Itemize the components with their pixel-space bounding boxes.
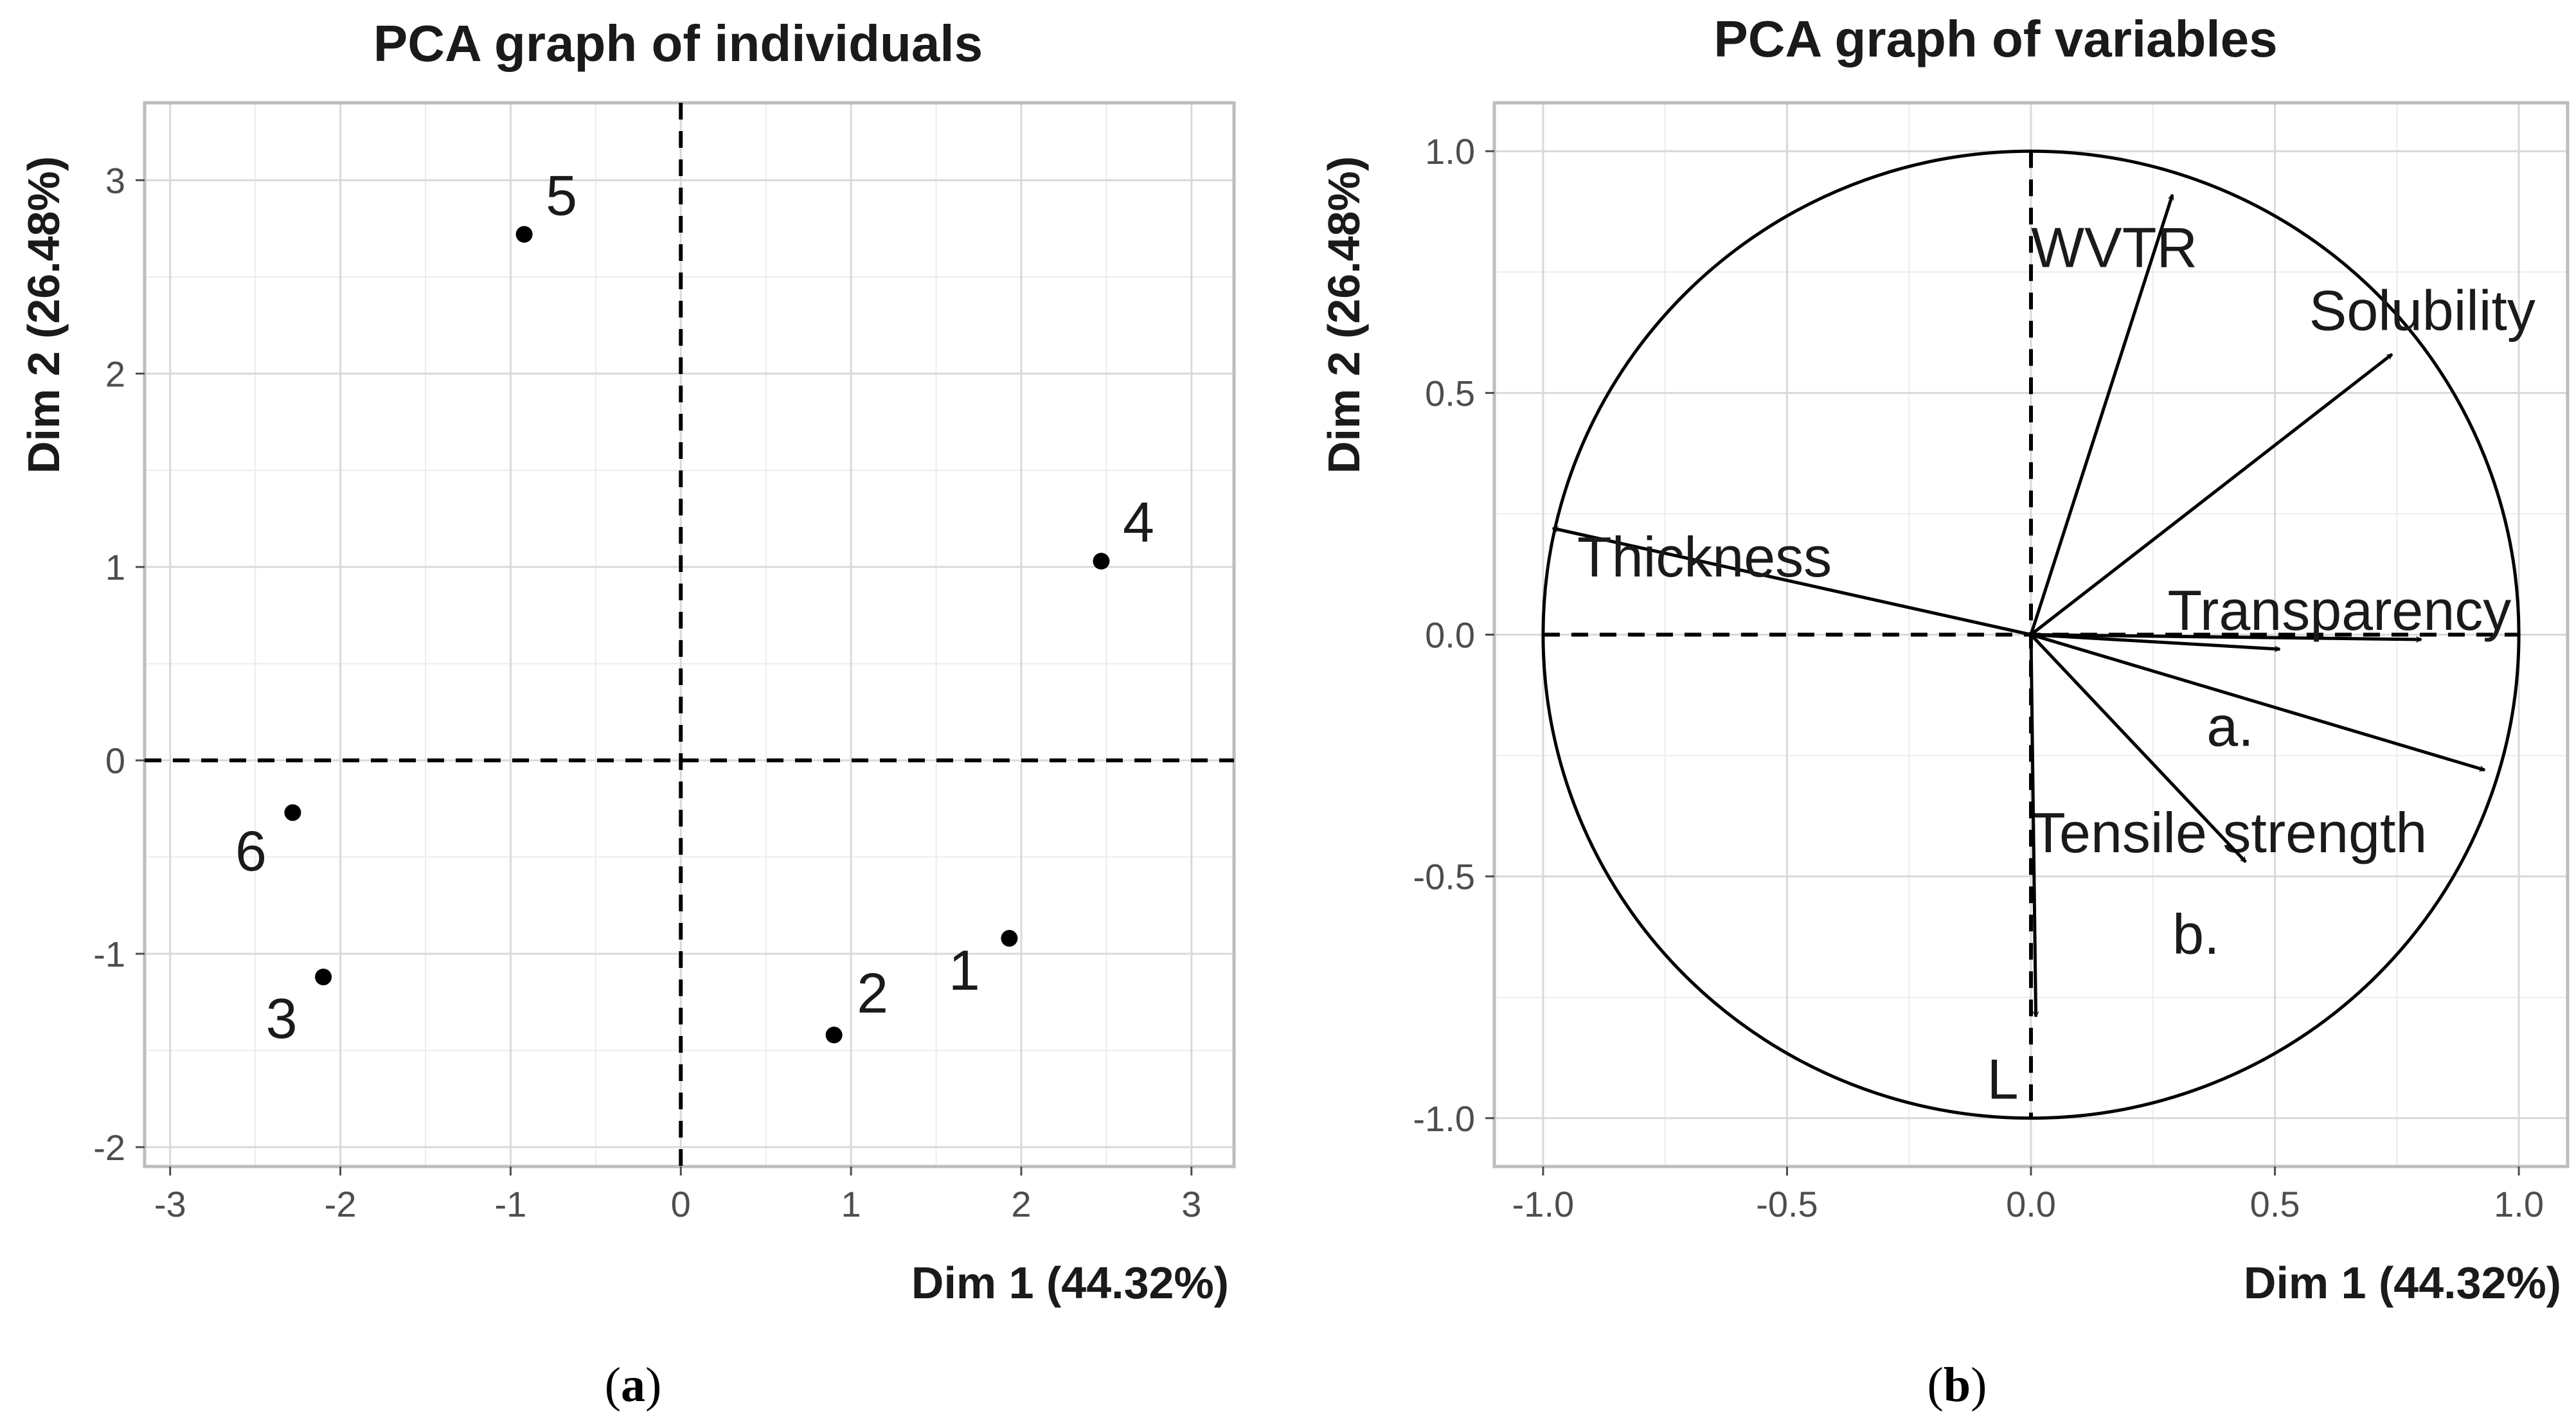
individual-label-4: 4 (1123, 490, 1154, 554)
individual-point-4 (1093, 553, 1110, 570)
variable-label-thickness: Thickness (1577, 525, 1832, 589)
individuals-points: 12 3 4 5 6 (235, 164, 1154, 1050)
variables-x-tick-label: -0.5 (1756, 1184, 1818, 1224)
individual-point-2 (825, 1026, 843, 1044)
variable-vector-l (2029, 634, 2036, 1017)
variable-label-a: a. (2206, 694, 2253, 758)
variable-label-b: b. (2172, 902, 2219, 966)
variables-y-axis-title: Dim 2 (26.48%) (1319, 156, 1369, 474)
variables-x-tick-label: 1.0 (2494, 1184, 2544, 1224)
panel-label-a: (a) (605, 1358, 662, 1412)
individual-label-1: 1 (949, 938, 980, 1002)
variables-y-tick-label: 0.5 (1425, 373, 1475, 413)
individuals-y-tick-label: -1 (93, 934, 125, 974)
variables-title: PCA graph of variables (1713, 10, 2277, 67)
individuals-y-tick-label: 2 (105, 353, 125, 394)
individuals-title: PCA graph of individuals (373, 15, 983, 72)
individual-point-6 (284, 804, 301, 821)
individual-point-3 (315, 969, 332, 986)
individuals-x-tick-label: -1 (495, 1184, 527, 1224)
variables-y-tick-label: 0.0 (1425, 615, 1475, 656)
individuals-y-tick-label: 3 (105, 160, 125, 201)
variable-label-solubility: Solubility (2309, 278, 2536, 342)
variable-label-wvtr: WVTR (2031, 216, 2197, 280)
panel-label-b: (b) (1928, 1358, 1987, 1412)
individuals-x-tick-label: 2 (1011, 1184, 1031, 1224)
individuals-y-axis-title: Dim 2 (26.48%) (19, 156, 69, 474)
individuals-panel: PCA graph of individuals -3 -2 -1 0 1 2 3-2-10… (19, 15, 1236, 1412)
individuals-y-tick-label: -2 (93, 1127, 125, 1168)
variable-label-l: L (1987, 1048, 2019, 1111)
individual-point-1 (1001, 929, 1018, 947)
individuals-x-tick-label: 0 (671, 1184, 691, 1224)
variables-x-tick-label: 0.5 (2250, 1184, 2300, 1224)
variable-vector-b (2030, 633, 2247, 863)
individuals-x-axis-title: Dim 1 (44.32%) (911, 1258, 1229, 1308)
individual-label-3: 3 (266, 987, 298, 1050)
variables-y-tick-label: -1.0 (1413, 1098, 1476, 1139)
variable-label-transparency: Transparency (2168, 578, 2512, 642)
individuals-plot-frame (143, 101, 1236, 1168)
individuals-reference-lines (145, 103, 1234, 1166)
variable-vector-tensile-strength (2030, 633, 2485, 771)
panel-label-a-letter: a (621, 1358, 645, 1412)
variable-vector-solubility (2030, 353, 2392, 636)
variables-x-axis-title: Dim 1 (44.32%) (2244, 1258, 2561, 1308)
individual-label-6: 6 (235, 819, 267, 882)
individuals-x-tick-label: 1 (841, 1184, 861, 1224)
variable-vector-transparency (2030, 633, 2421, 640)
individuals-y-tick-label: 0 (105, 740, 125, 781)
variables-vectors: WVTR Solubility Thickness Transparency a. Ten… (1553, 195, 2536, 1111)
panel-label-b-letter: b (1944, 1358, 1971, 1412)
individuals-x-tick-label: -2 (325, 1184, 357, 1224)
individual-label-5: 5 (546, 164, 577, 228)
variables-ticks: -1.0 -0.5 0.0 0.5 1.0 -1.0 -0.5 0.0 0.5 1.0 (1413, 131, 2545, 1224)
individuals-x-tick-label: -3 (154, 1184, 186, 1224)
individuals-grid (145, 103, 1234, 1166)
variables-panel: PCA graph of variables -1.0 -0.5 0.0 0.5 1.0… (1319, 10, 2570, 1412)
variables-y-tick-label: 1.0 (1425, 131, 1475, 172)
individual-point-5 (515, 226, 533, 243)
individuals-y-tick-label: 1 (105, 547, 125, 587)
variables-y-tick-label: -0.5 (1413, 857, 1476, 897)
variable-vector-a (2030, 633, 2280, 650)
variable-vector-wvtr (2029, 195, 2174, 636)
variables-x-tick-label: 0.0 (2006, 1184, 2056, 1224)
individuals-x-tick-label: 3 (1181, 1184, 1201, 1224)
individual-label-2: 2 (857, 961, 888, 1024)
variable-vector-thickness (1553, 528, 2032, 636)
variable-label-tensile-strength: Tensile strength (2031, 801, 2427, 864)
variables-x-tick-label: -1.0 (1512, 1184, 1575, 1224)
